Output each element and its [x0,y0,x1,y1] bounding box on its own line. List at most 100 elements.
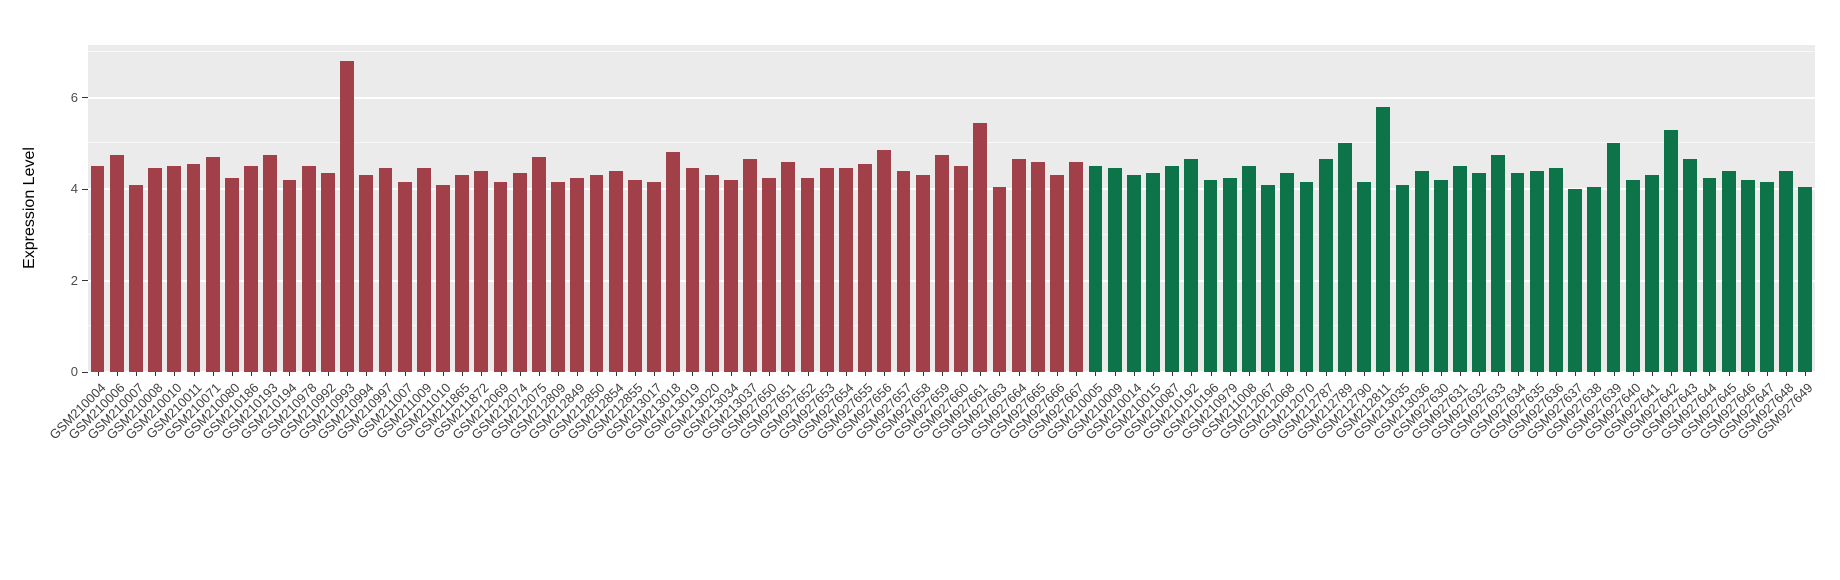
y-tick-mark [82,188,88,190]
x-tick-mark [270,372,272,376]
x-tick-mark [1498,372,1500,376]
x-tick-mark [1709,372,1711,376]
x-tick-mark [442,372,444,376]
bar [1299,182,1314,372]
bar [1472,173,1487,372]
bar [225,177,239,372]
bar [301,166,316,372]
x-tick-mark [538,372,540,376]
x-tick-mark [1728,372,1730,376]
x-tick-mark [1440,372,1442,376]
x-tick-mark [615,372,617,376]
x-tick-mark [97,372,99,376]
x-tick-mark [673,372,675,376]
x-tick-mark [980,372,982,376]
bar [1261,184,1276,372]
x-tick-mark [903,372,905,376]
x-tick-mark [596,372,598,376]
x-tick-mark [634,372,636,376]
bar [954,166,968,372]
x-tick-mark [1268,372,1270,376]
bar [1357,182,1371,372]
bar [589,175,604,372]
x-tick-mark [116,372,118,376]
x-tick-mark [654,372,656,376]
bar [608,170,623,372]
x-tick-mark [1651,372,1653,376]
gridline-major [88,371,1815,373]
bar [1625,179,1640,372]
bar [1337,143,1352,372]
bar [340,61,354,372]
bar [1395,184,1410,372]
x-tick-mark [1460,372,1461,376]
bar [1203,179,1218,372]
bar [570,177,585,372]
x-tick-mark [212,372,214,376]
bar [359,175,374,372]
x-tick-mark [845,372,847,376]
x-tick-mark [1575,372,1577,376]
bar [244,166,258,372]
x-tick-mark [730,372,732,376]
x-tick-mark [1383,372,1385,376]
bar [90,166,105,372]
bar [973,122,988,372]
bar [455,175,470,372]
gridline-major [88,96,1815,99]
x-tick-mark [1037,372,1039,376]
bar [109,154,124,372]
x-tick-mark [1325,372,1327,376]
x-tick-mark [1248,372,1250,376]
bar [1222,177,1237,372]
x-tick-mark [1421,372,1423,376]
x-tick-mark [884,372,886,376]
bar [858,163,873,372]
bar [148,168,163,372]
bar [397,182,412,372]
x-tick-mark [1152,372,1154,376]
bar [493,182,508,372]
x-tick-mark [865,372,867,376]
y-tick-mark [82,371,88,373]
y-tick-label: 4 [70,181,78,197]
bar [666,152,681,372]
x-tick-mark [308,372,310,376]
x-tick-mark [1364,372,1366,376]
x-tick-mark [961,372,963,376]
y-tick-mark [82,280,88,282]
x-tick-mark [1671,372,1673,376]
bar [1376,106,1391,372]
x-tick-mark [750,372,752,376]
x-tick-mark [1747,372,1749,376]
bar [723,179,738,372]
bar [378,168,393,372]
y-tick-mark [82,97,88,99]
bar [1549,168,1563,372]
bar [743,159,757,372]
bar [1664,129,1678,372]
x-tick-mark [519,372,521,376]
x-tick-mark [1555,372,1557,376]
x-tick-mark [1479,372,1481,376]
x-tick-mark [1306,372,1308,376]
gridline-minor [88,142,1815,144]
bar [839,168,853,372]
y-axis-title: Expression Level [21,147,38,269]
bar [800,177,815,372]
bar [282,179,297,372]
bar [1242,166,1256,372]
bar [762,177,777,372]
x-tick-mark [1517,372,1519,376]
x-tick-mark [1172,372,1174,376]
x-tick-mark [1057,372,1059,376]
gridline-minor [88,233,1815,235]
plot-panel [88,45,1815,373]
y-tick-label: 2 [70,272,78,288]
bar [1510,173,1525,372]
bar [205,157,220,372]
bar [1606,143,1621,372]
bar [1721,170,1736,372]
bar [532,157,546,372]
